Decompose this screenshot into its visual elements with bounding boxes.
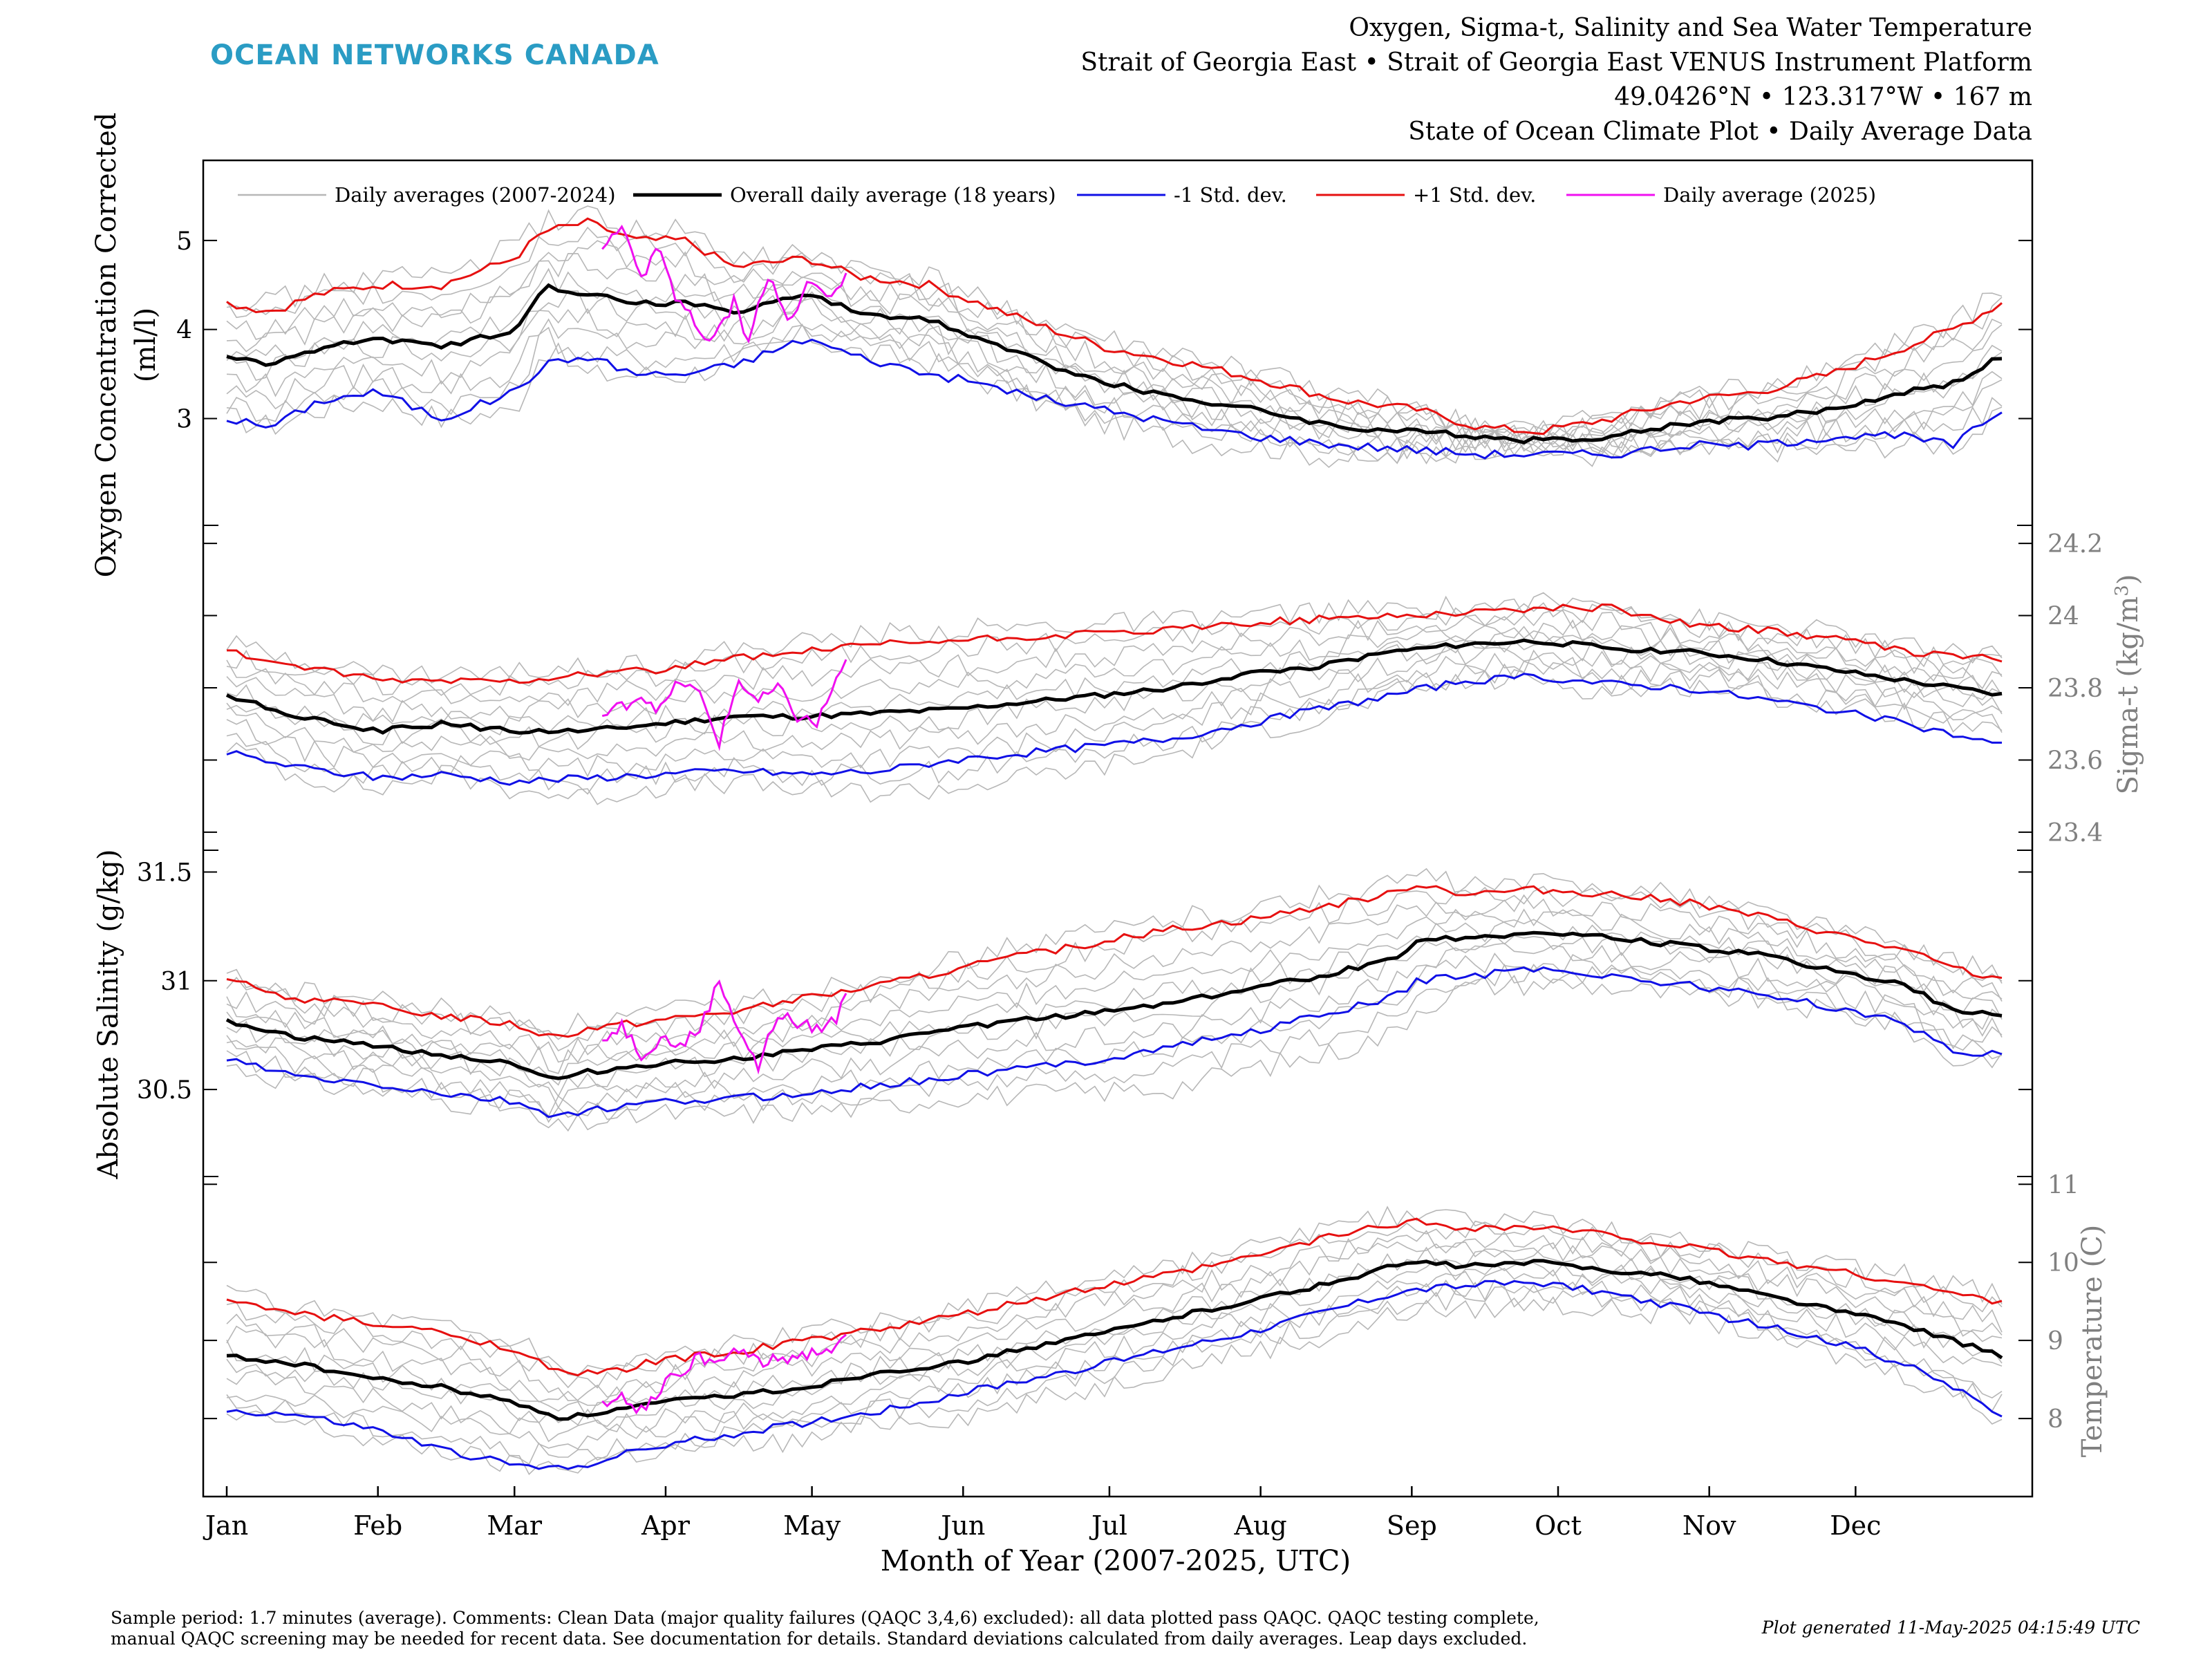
sigma-t-yearly-trace [226,668,2003,805]
temperature-plus-sd-line [226,1217,2003,1377]
legend-label-yearly: Daily averages (2007-2024) [335,183,616,207]
oxygen-plus-sd-line [226,217,2003,435]
oxygen-ytick-label: 5 [176,227,192,256]
legend: Daily averages (2007-2024) Overall daily… [238,183,1876,207]
oxygen-yearly-trace [226,240,2003,444]
temperature-yearly-trace [226,1206,2003,1377]
oxygen-axis-label-line1: Oxygen Concentration Corrected [91,113,122,578]
title-line-1: Oxygen, Sigma-t, Salinity and Sea Water … [1349,14,2032,42]
sigma-t-minus-sd-line [226,673,2002,786]
sigma-t-ytick-label: 23.6 [2047,747,2103,775]
plot-generated-note: Plot generated 11-May-2025 04:15:49 UTC [1761,1618,2140,1638]
salinity-current-2025-line [602,979,847,1075]
oxygen-yearly-trace [226,312,2003,460]
salinity-yearly-trace [226,894,2003,1063]
sigma-t-yearly-trace [226,609,2003,706]
oxygen-minus-sd-line [226,338,2003,460]
x-tick-label-jul: Jul [1089,1510,1127,1541]
temperature-ytick-label: 10 [2047,1249,2079,1277]
oxygen-ytick-label: 3 [176,405,192,433]
legend-label-mean: Overall daily average (18 years) [730,183,1056,207]
temperature-ytick-label: 9 [2047,1327,2063,1356]
sigma-t-mean-line [225,638,2003,735]
temperature-yearly-trace [226,1284,2003,1465]
x-tick-label-may: May [783,1510,841,1541]
brand-logo: OCEAN NETWORKS CANADA [210,39,659,71]
sigma-t-plus-sd-line [226,603,2003,684]
temperature-minus-sd-line [226,1280,2003,1470]
oxygen-yearly-trace [226,268,2003,448]
temperature-ytick-label: 11 [2047,1171,2079,1199]
plot-frame [202,159,2034,1498]
sigma-axis-label: Sigma-t (kg/m3) [2112,574,2144,795]
salinity-ytick-label: 30.5 [137,1076,192,1105]
temperature-yearly-trace [226,1246,2003,1420]
sigma-t-current-2025-line [601,659,847,751]
legend-label-current: Daily average (2025) [1663,183,1876,207]
title-line-3: 49.0426°N • 123.317°W • 167 m [1614,83,2032,111]
x-tick-label-aug: Aug [1234,1510,1287,1541]
legend-label-plus-sd: +1 Std. dev. [1413,183,1536,207]
x-tick-label-mar: Mar [487,1510,543,1541]
sigma-t-yearly-trace [226,592,2003,684]
salinity-minus-sd-line [226,966,2003,1118]
salinity-plus-sd-line [226,885,2003,1038]
temperature-yearly-trace [226,1278,2003,1450]
salinity-mean-line [225,930,2003,1080]
sigma-t-yearly-trace [226,660,2003,795]
oxygen-yearly-trace [226,324,2003,465]
temperature-yearly-trace [226,1241,2003,1406]
temperature-yearly-trace [226,1220,2003,1389]
oxygen-yearly-trace [226,252,2003,447]
x-axis-label: Month of Year (2007-2025, UTC) [881,1544,1351,1577]
oxygen-yearly-trace [226,226,2003,441]
temperature-mean-line [226,1259,2003,1421]
salinity-yearly-trace [226,935,2003,1098]
temperature-current-2025-line [601,1333,847,1415]
legend-label-minus-sd: -1 Std. dev. [1174,183,1287,207]
x-tick-label-feb: Feb [353,1510,402,1541]
footer-line-2: manual QAQC screening may be needed for … [111,1629,1528,1649]
x-tick-label-jan: Jan [203,1510,248,1541]
sigma-t-yearly-trace [226,649,2003,778]
oxygen-ytick-label: 4 [176,317,192,345]
title-line-4: State of Ocean Climate Plot • Daily Aver… [1408,118,2032,146]
title-line-2: Strait of Georgia East • Strait of Georg… [1080,48,2032,77]
sigma-t-ytick-label: 23.4 [2047,819,2103,847]
sigma-t-yearly-trace [226,619,2003,723]
sigma-t-ytick-label: 24 [2047,603,2079,631]
salinity-ytick-label: 31.5 [137,859,192,887]
oxygen-yearly-trace [226,205,2003,443]
sigma-t-yearly-trace [226,646,2003,761]
x-tick-label-oct: Oct [1535,1510,1582,1541]
x-tick-label-jun: Jun [938,1510,985,1541]
temperature-axis-label: Temperature (C) [2077,1225,2108,1458]
x-tick-label-sep: Sep [1387,1510,1437,1541]
footer-line-1: Sample period: 1.7 minutes (average). Co… [111,1608,1539,1628]
x-tick-label-dec: Dec [1830,1510,1881,1541]
salinity-yearly-trace [226,953,2003,1118]
oxygen-yearly-trace [226,290,2003,452]
sigma-t-ytick-label: 23.8 [2047,675,2103,703]
oxygen-axis-label-line2: (ml/l) [130,308,162,382]
x-tick-label-apr: Apr [641,1510,691,1541]
oxygen-current-2025-line [601,225,847,344]
oxygen-yearly-trace [226,297,2003,456]
salinity-axis-label: Absolute Salinity (g/kg) [93,849,124,1179]
footer-comments: Sample period: 1.7 minutes (average). Co… [111,1608,1539,1649]
temperature-yearly-trace [226,1268,2003,1443]
salinity-ytick-label: 31 [160,968,192,996]
axes-and-ticks: Jan Feb Mar Apr May Jun Jul Aug Sep Oct Nov Dec 3 4 5 2… [137,227,2103,1541]
data-series [225,205,2003,1476]
salinity-yearly-trace [226,964,2003,1123]
sigma-t-ytick-label: 24.2 [2047,530,2103,559]
oxygen-mean-line [226,283,2003,444]
salinity-yearly-trace [226,885,2003,1052]
x-tick-label-nov: Nov [1683,1510,1736,1541]
salinity-yearly-trace [226,868,2003,1040]
temperature-ytick-label: 8 [2047,1405,2063,1434]
